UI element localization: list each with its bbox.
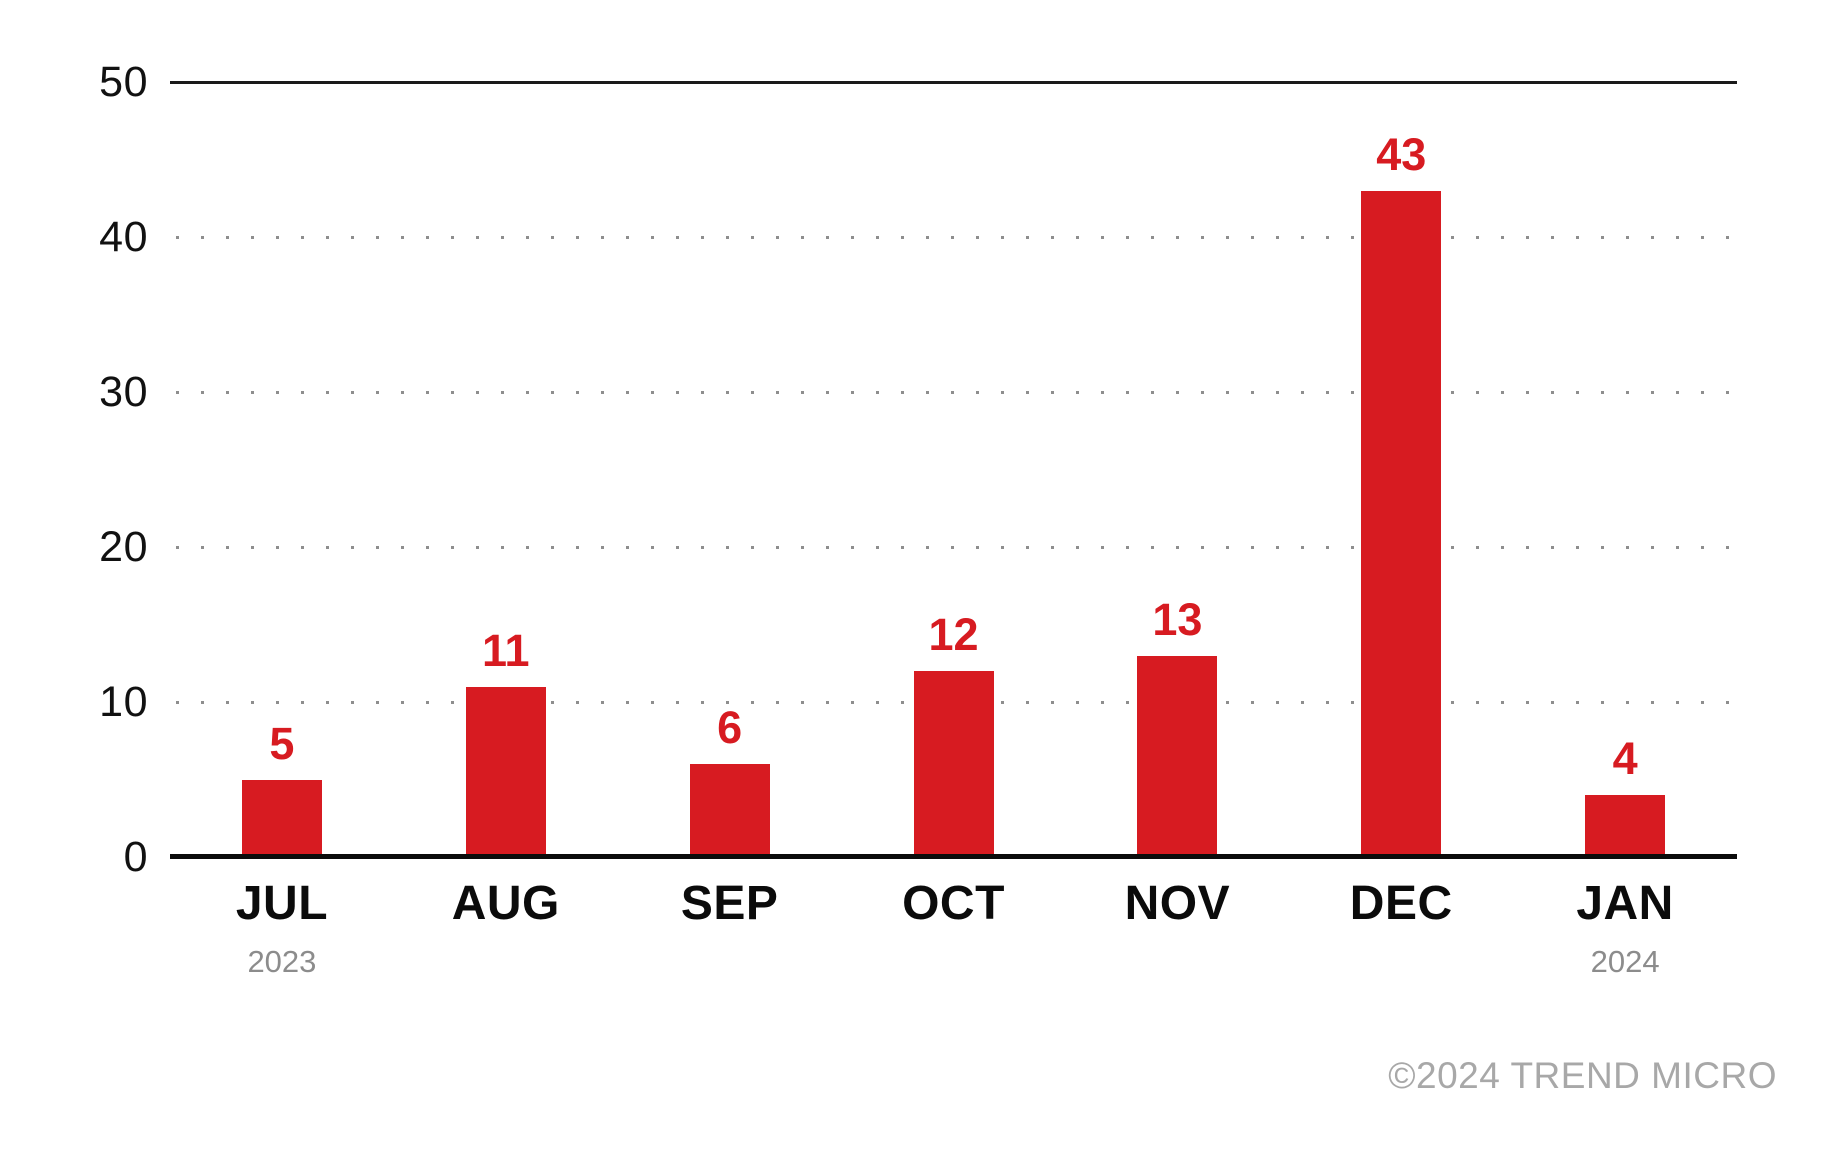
bar-jul [241,779,322,857]
month-label-jan: JAN [1576,877,1674,930]
bar-column-dec: 43 [1289,82,1513,857]
bar-oct [913,671,994,857]
bar-value-label: 5 [269,717,295,769]
bar-columns: 5 11 6 12 13 43 4 [170,82,1737,857]
year-label [394,946,618,977]
month-label-dec: DEC [1349,877,1453,930]
year-label [618,946,842,977]
bar-value-label: 12 [928,609,979,660]
bar-value-label: 11 [481,624,530,676]
x-axis-year-labels: 2023 2024 [170,946,1737,977]
year-label [1289,946,1513,977]
year-label [1065,946,1289,977]
y-tick-label: 30 [99,368,148,416]
bar-jan [1585,795,1666,857]
month-label-aug: AUG [451,877,560,930]
year-label: 2023 [247,944,317,979]
y-tick-label: 40 [99,213,148,261]
bar-column-jan: 4 [1513,82,1737,857]
y-tick-label: 10 [99,678,148,726]
year-label [842,946,1066,977]
month-label-sep: SEP [680,877,779,930]
bar-column-oct: 12 [842,82,1066,857]
bar-sep [689,764,770,857]
bar-value-label: 13 [1152,593,1203,645]
y-tick-label: 50 [99,58,148,106]
dotted-gridline [170,391,1737,394]
month-label-jul: JUL [235,877,329,930]
bar-value-label: 4 [1612,733,1638,784]
year-label: 2024 [1590,944,1660,979]
plot-area: 5 11 6 12 13 43 4 [170,81,1737,857]
dotted-gridline [170,546,1737,549]
month-label-oct: OCT [902,877,1005,930]
month-label-nov: NOV [1124,877,1231,930]
bar-column-jul: 5 [170,82,394,857]
top-rule [170,81,1737,84]
bar-value-label: 43 [1376,128,1427,180]
bar-aug [465,686,546,857]
bar-column-sep: 6 [618,82,842,857]
y-tick-label: 0 [123,833,148,881]
dotted-gridline [170,236,1737,239]
x-axis-line [170,854,1737,859]
y-tick-label: 20 [99,523,148,571]
x-axis-category-labels: JUL AUG SEP OCT NOV DEC JAN [170,880,1737,928]
bar-value-label: 6 [717,702,743,753]
copyright-text: ©2024 TREND MICRO [1388,1055,1777,1096]
bar-column-nov: 13 [1065,82,1289,857]
bar-dec [1361,190,1442,857]
bar-nov [1137,655,1218,857]
bar-column-aug: 11 [394,82,618,857]
